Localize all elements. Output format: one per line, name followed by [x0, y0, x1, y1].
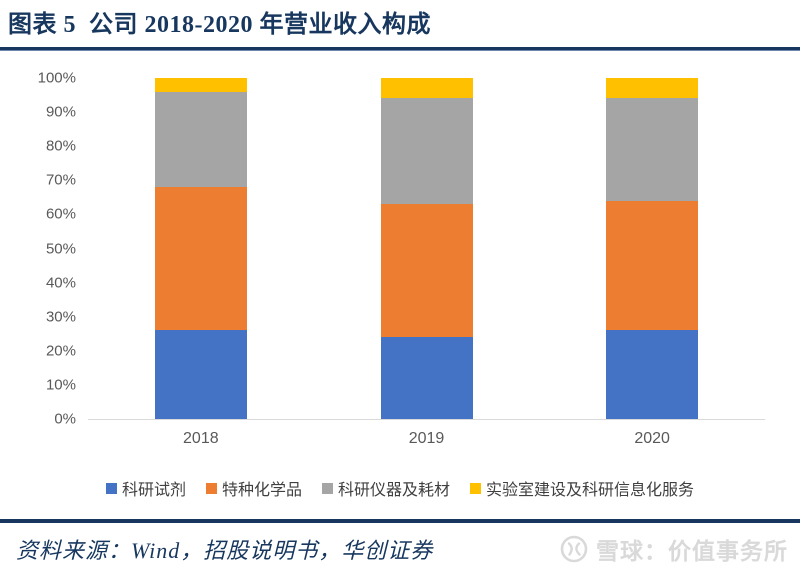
- xueqiu-logo-icon: [559, 534, 589, 564]
- legend-item: 科研仪器及耗材: [322, 476, 450, 500]
- bar-segment: [154, 78, 247, 92]
- bar-segment: [606, 330, 699, 419]
- source-attribution: 资料来源：Wind，招股说明书，华创证券: [16, 537, 434, 563]
- x-axis-label: 2020: [634, 430, 670, 447]
- y-axis-tick-label: 80%: [45, 137, 76, 155]
- y-axis-tick-label: 50%: [45, 240, 76, 257]
- legend-item: 实验室建设及科研信息化服务: [470, 476, 694, 500]
- bar-segment: [380, 337, 473, 419]
- bar-segment: [380, 204, 473, 338]
- legend-label: 实验室建设及科研信息化服务: [486, 482, 695, 499]
- legend-label: 科研试剂: [121, 482, 186, 499]
- legend-marker: [470, 482, 482, 494]
- y-axis-tick-label: 30%: [45, 308, 76, 326]
- legend-marker: [322, 482, 333, 494]
- x-axis-label: 2018: [183, 430, 219, 447]
- y-axis-tick-label: 10%: [45, 376, 76, 394]
- bar-segment: [154, 187, 247, 331]
- legend-item: 特种化学品: [205, 476, 302, 500]
- bar-2019: [380, 78, 473, 419]
- legend-marker: [205, 482, 217, 494]
- bar-2018: [154, 78, 247, 419]
- y-axis-tick-label: 70%: [45, 171, 76, 189]
- watermark: 雪球：价值事务所: [559, 532, 788, 566]
- legend-label: 科研仪器及耗材: [338, 482, 451, 499]
- bar-segment: [606, 98, 699, 201]
- y-axis-tick-label: 0%: [54, 410, 76, 428]
- bar-segment: [154, 91, 247, 188]
- bar-segment: [154, 330, 247, 419]
- stacked-bar-plot-area: 0% 10% 20% 30% 40% 50% 60% 70% 80% 90% 100% 2018 201…: [38, 70, 765, 447]
- bar-segment: [606, 200, 699, 331]
- bar-2020: [606, 78, 699, 419]
- legend-label: 特种化学品: [221, 482, 302, 499]
- footer-divider-rule: [0, 519, 800, 523]
- chart-legend: 科研试剂 特种化学品 科研仪器及耗材 实验室建设及科研信息化服务: [0, 476, 800, 500]
- legend-item: 科研试剂: [105, 476, 186, 500]
- bar-segment: [380, 78, 473, 99]
- y-axis-tick-label: 60%: [45, 205, 76, 223]
- legend-marker: [105, 482, 117, 494]
- y-axis-tick-label: 100%: [37, 69, 76, 87]
- watermark-text: 雪球：价值事务所: [596, 537, 788, 564]
- bar-segment: [606, 78, 699, 99]
- y-axis-tick-label: 20%: [45, 342, 76, 360]
- chart-title: 图表 5 公司 2018-2020 年营业收入构成: [8, 12, 431, 38]
- x-axis-label: 2019: [408, 430, 445, 447]
- footer: 资料来源：Wind，招股说明书，华创证券 雪球：价值事务所: [0, 523, 800, 574]
- title-divider-rule: [0, 47, 800, 51]
- y-axis-tick-label: 90%: [45, 103, 76, 121]
- bar-segment: [380, 98, 473, 205]
- y-axis-tick-label: 40%: [45, 274, 76, 292]
